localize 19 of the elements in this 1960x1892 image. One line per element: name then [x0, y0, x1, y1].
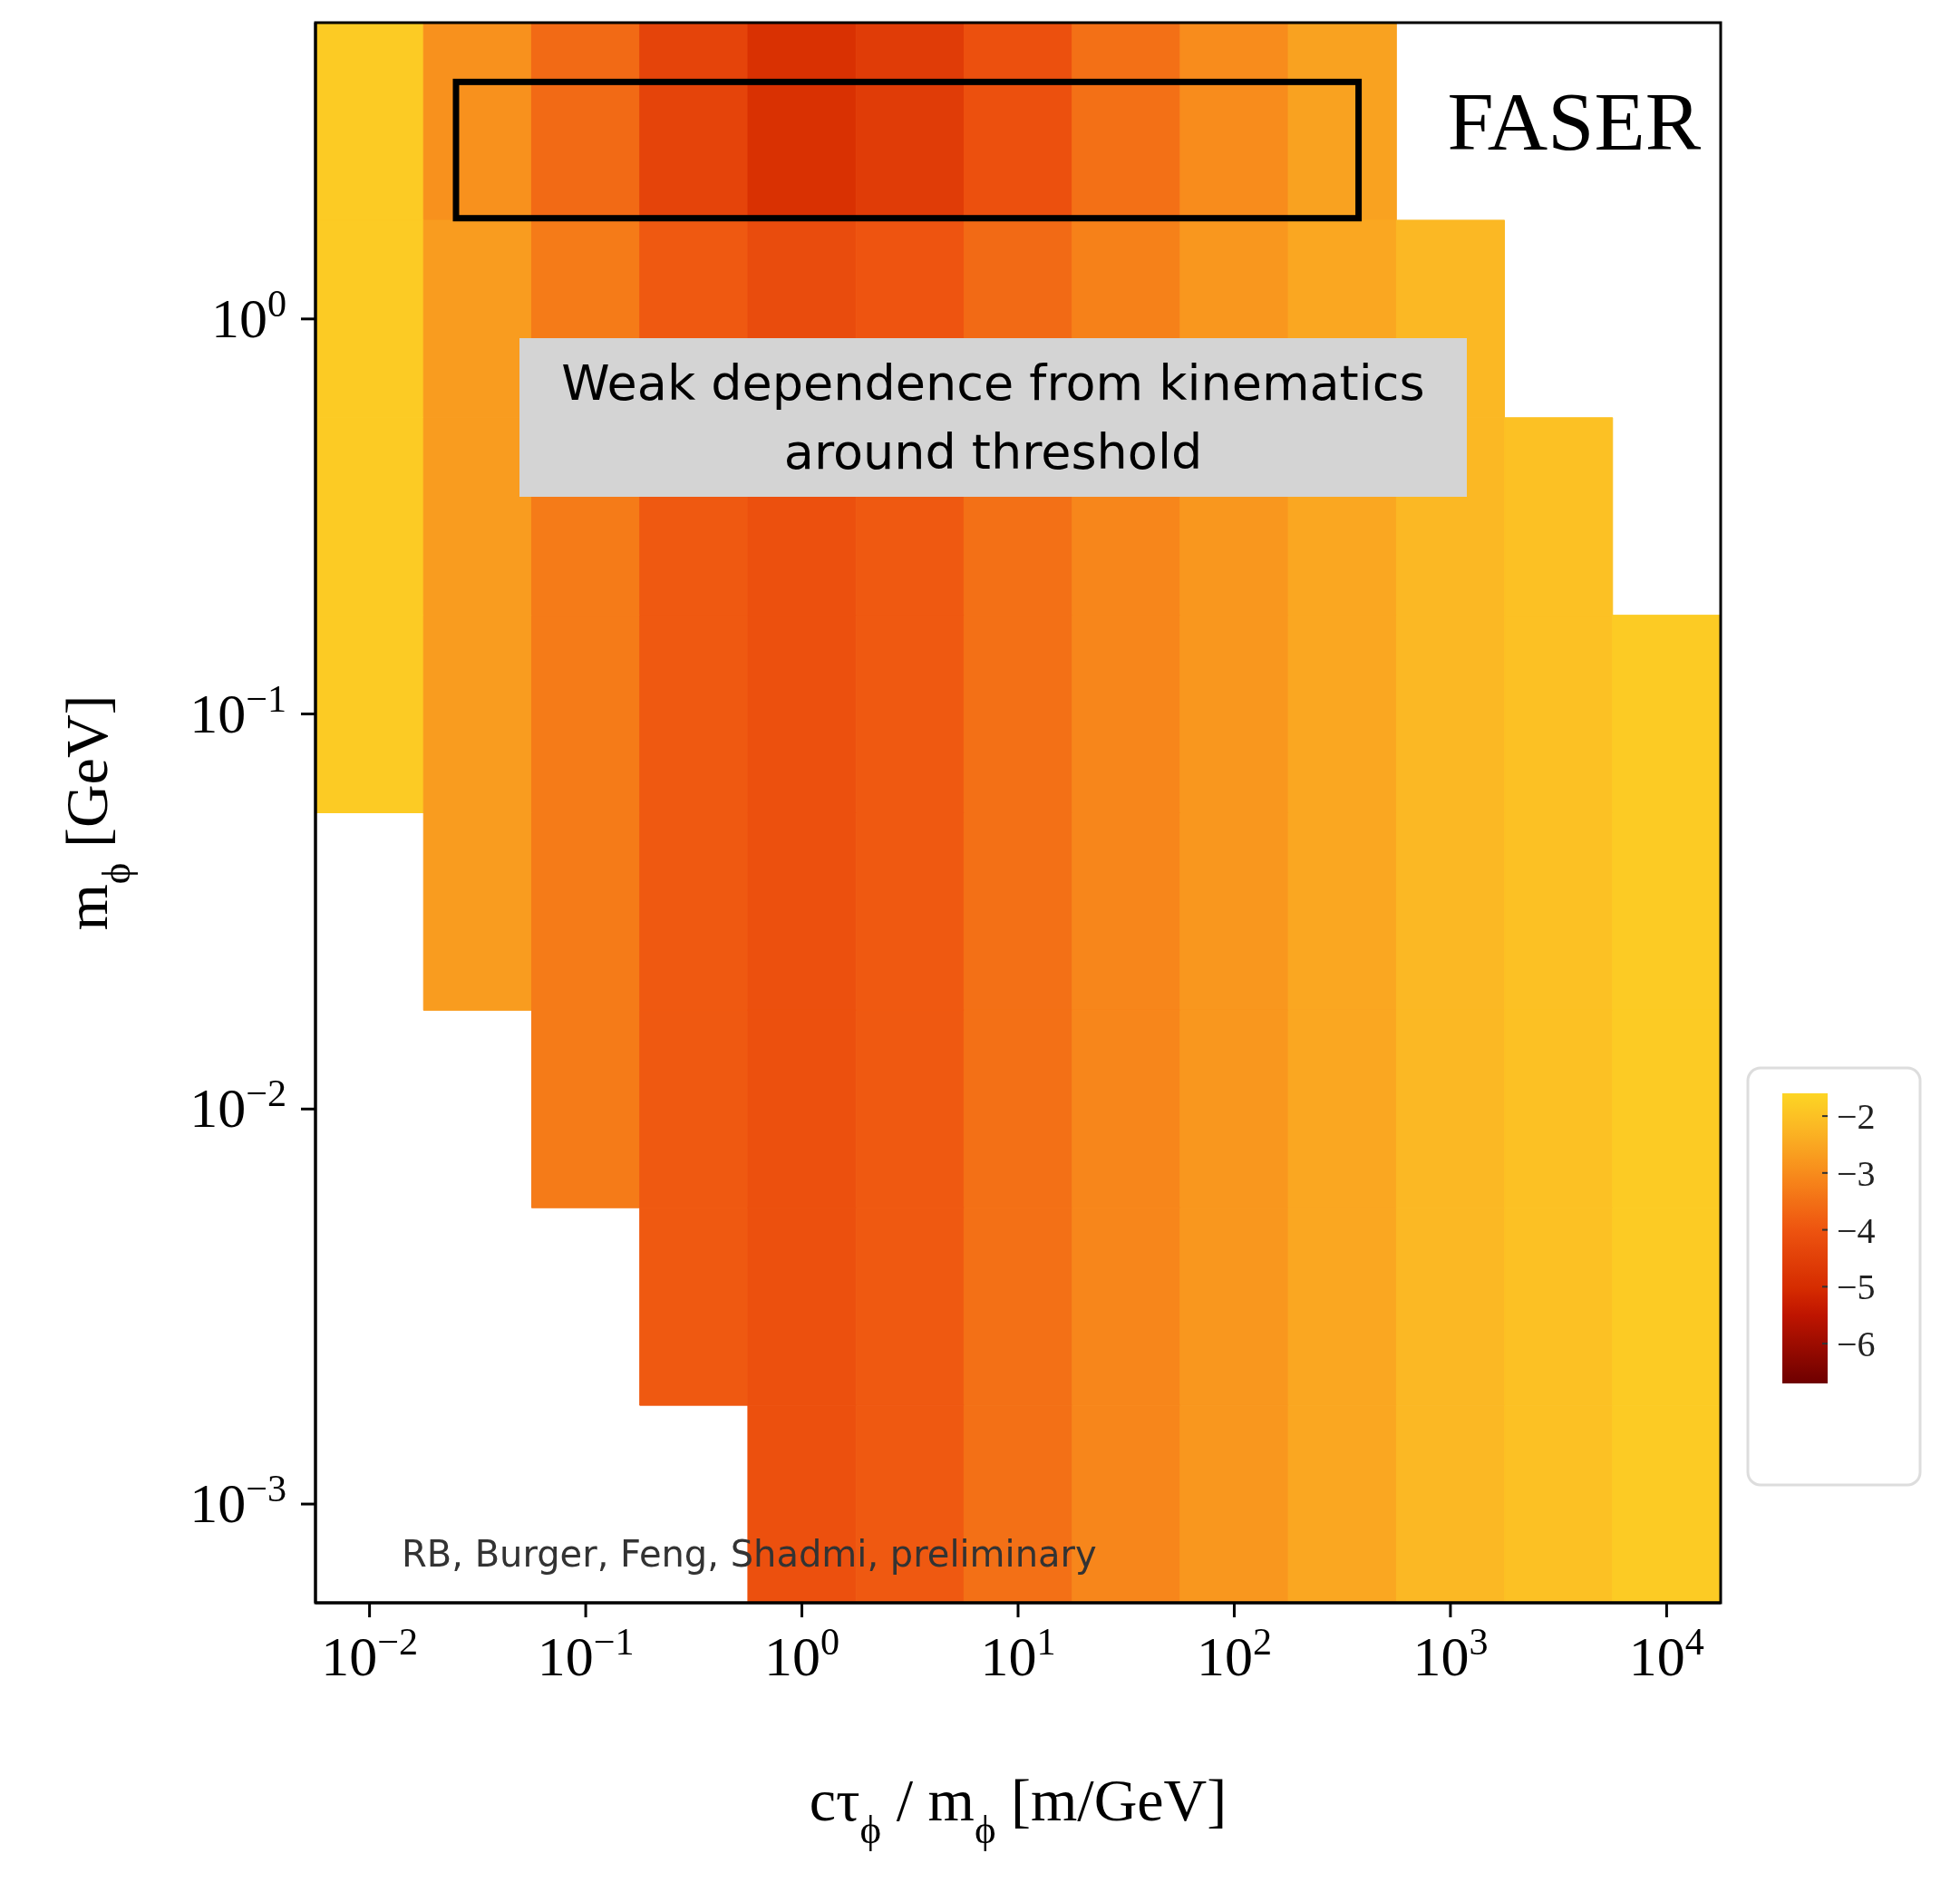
annotation: Weak dependence from kinematics around threshold	[519, 338, 1467, 498]
x-tick-label: 10$^{−2}$	[321, 1619, 419, 1687]
x-axis-title: cτ$_{ϕ}$ / m$_{ϕ}$ [m/GeV]	[809, 1767, 1227, 1852]
color-bar-label: −2	[1837, 1096, 1876, 1138]
x-tick-label: 10$^{3}$	[1412, 1619, 1489, 1687]
x-tick-label: 10$^{0}$	[764, 1619, 840, 1687]
y-tick-label: 10$^{0}$	[210, 281, 286, 349]
x-tick-label: 10$^{2}$	[1196, 1619, 1272, 1687]
color-bar-label: −5	[1837, 1266, 1876, 1308]
x-tick-label: 10$^{−1}$	[537, 1619, 635, 1687]
y-tick-label: 10$^{−2}$	[189, 1071, 286, 1140]
x-tick-label: 10$^{4}$	[1628, 1619, 1704, 1687]
x-tick-label: 10$^{1}$	[980, 1619, 1056, 1687]
color-bar-label: −4	[1837, 1209, 1876, 1251]
y-tick-label: 10$^{−1}$	[189, 676, 286, 744]
annotation: FASER	[1447, 75, 1702, 168]
y-tick-label: 10$^{−3}$	[189, 1466, 286, 1535]
color-bar-label: −3	[1837, 1152, 1876, 1194]
color-bar-label: −6	[1837, 1324, 1876, 1365]
